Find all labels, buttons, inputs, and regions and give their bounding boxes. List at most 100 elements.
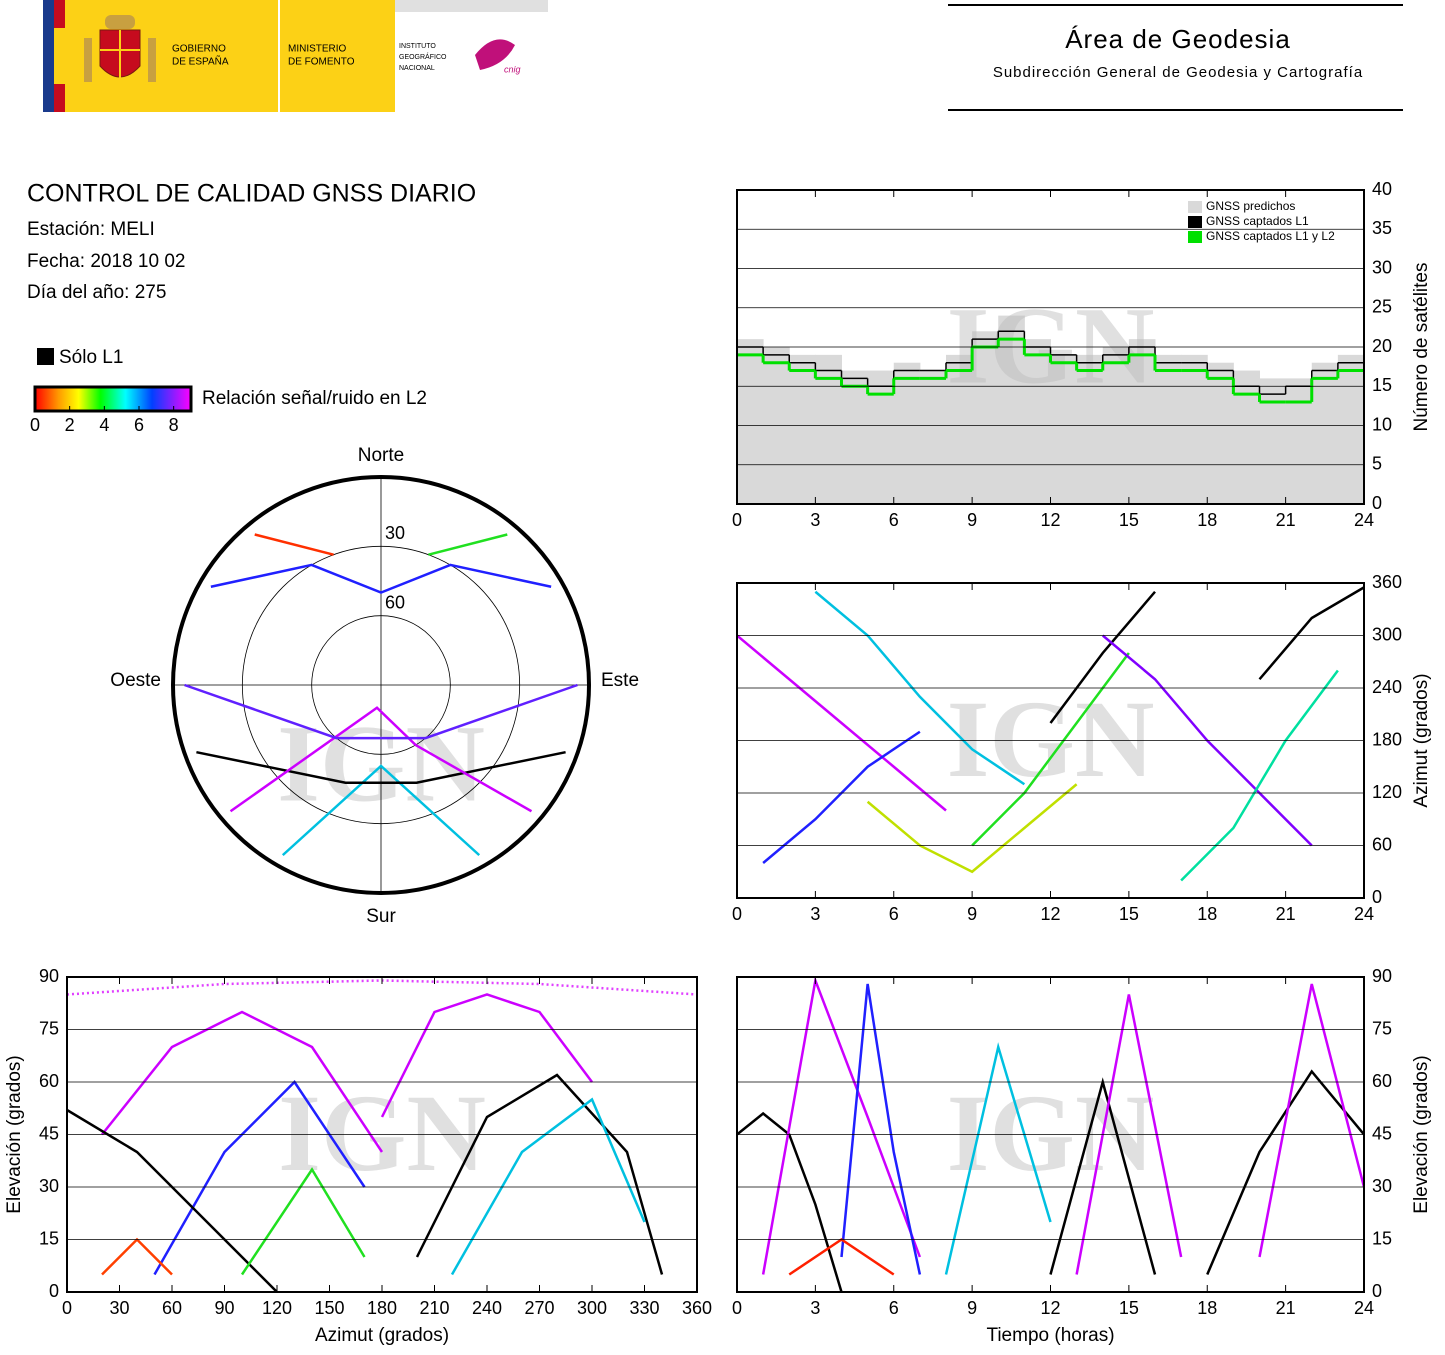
- date: Fecha: 2018 10 02: [27, 251, 185, 272]
- x-tick-label: 24: [1354, 904, 1374, 924]
- x-axis-label: Azimut (grados): [315, 1325, 449, 1346]
- x-tick-label: 120: [262, 1298, 292, 1318]
- satellite-track: [1049, 590, 1156, 724]
- direction-label: Sur: [366, 906, 396, 927]
- y-tick-label: 75: [39, 1018, 59, 1038]
- ring-label: 60: [385, 592, 405, 612]
- satellite-track: [415, 1073, 664, 1275]
- chart: IGN 0 15 30 45 60 75 90 0 3 6 9 12 15 18 21 24 Elevación …: [732, 966, 1432, 1346]
- watermark: IGN: [947, 1072, 1155, 1194]
- plot-frame: [736, 189, 1365, 505]
- satellite-track: [737, 1111, 843, 1292]
- y-tick-label: 90: [1372, 966, 1392, 986]
- predicted-bar: [867, 370, 895, 504]
- satellite-track: [737, 634, 947, 812]
- y-tick-label: 35: [1372, 218, 1392, 238]
- plot-frame: [736, 582, 1365, 899]
- y-tick-label: 120: [1372, 782, 1402, 802]
- x-tick-label: 180: [367, 1298, 397, 1318]
- colorbar-tick-label: 0: [30, 415, 40, 435]
- satellite-track: [1075, 994, 1183, 1275]
- predicted-bar: [919, 370, 947, 504]
- predicted-bar: [1259, 378, 1287, 504]
- y-axis-label: Elevación (grados): [1411, 1055, 1432, 1213]
- predicted-bar: [1285, 378, 1313, 504]
- x-tick-label: 9: [967, 904, 977, 924]
- horizon: [171, 475, 591, 895]
- x-tick-label: 270: [524, 1298, 554, 1318]
- satellite-track: [1258, 983, 1364, 1258]
- watermark: IGN: [947, 678, 1155, 800]
- y-tick-label: 20: [1372, 336, 1392, 356]
- x-tick-label: 330: [629, 1298, 659, 1318]
- x-tick-label: 12: [1040, 510, 1060, 530]
- satellite-track: [944, 1042, 1052, 1275]
- satellite-track: [450, 1097, 646, 1276]
- predicted-bar: [841, 370, 869, 504]
- predicted-bar: [737, 339, 764, 504]
- x-tick-label: 9: [967, 510, 977, 530]
- colorbar: [33, 385, 193, 413]
- y-tick-label: 25: [1372, 297, 1392, 317]
- institute-name: NACIONAL: [399, 65, 435, 72]
- sky-track: [281, 764, 481, 857]
- x-axis-label: Tiempo (horas): [986, 1325, 1114, 1346]
- satellite-track: [840, 983, 922, 1275]
- satellite-track: [814, 590, 1026, 786]
- sky-track: [229, 706, 533, 813]
- gov-name: GOBIERNO: [172, 44, 226, 55]
- direction-label: Este: [601, 670, 639, 691]
- y-tick-label: 45: [39, 1123, 59, 1143]
- satellite-track: [762, 730, 921, 864]
- sky-track: [428, 533, 508, 556]
- x-tick-label: 12: [1040, 904, 1060, 924]
- predicted-bar: [1050, 354, 1078, 504]
- y-tick-label: 0: [1372, 887, 1382, 907]
- plot-frame: [736, 976, 1365, 1293]
- gov-name: DE ESPAÑA: [172, 55, 229, 68]
- x-tick-label: 15: [1119, 1298, 1139, 1318]
- x-tick-label: 0: [62, 1298, 72, 1318]
- watermark: IGN: [947, 284, 1155, 406]
- y-tick-label: 60: [1372, 1071, 1392, 1091]
- l1-only-swatch: [37, 348, 54, 365]
- predicted-bar: [1181, 354, 1208, 504]
- satellite-track: [1180, 669, 1339, 882]
- x-tick-label: 6: [889, 510, 899, 530]
- plot-area: IGN: [737, 977, 1364, 1292]
- predicted-bar: [789, 354, 816, 504]
- y-tick-label: 180: [1372, 729, 1402, 749]
- logo-stars: [43, 0, 54, 112]
- predicted-bar: [893, 362, 921, 504]
- sky-track: [196, 750, 566, 784]
- y-tick-label: 45: [1372, 1123, 1392, 1143]
- x-tick-label: 15: [1119, 904, 1139, 924]
- satellite-track: [1258, 586, 1364, 681]
- x-tick-label: 21: [1276, 510, 1296, 530]
- legend-swatch: [1188, 231, 1202, 243]
- brand: cnig: [504, 64, 521, 74]
- y-tick-label: 15: [1372, 375, 1392, 395]
- chart: IGN 0 60 120 180 240 300 360 0 3 6 9 12 15 18 21 24 Azimu…: [732, 572, 1432, 924]
- x-tick-label: 240: [472, 1298, 502, 1318]
- watermark: IGN: [278, 1072, 486, 1194]
- y-tick-label: 240: [1372, 677, 1402, 697]
- legend-label: GNSS predichos: [1206, 199, 1295, 213]
- station: Estación: MELI: [27, 219, 155, 240]
- predicted-bar: [1233, 370, 1260, 504]
- x-tick-label: 0: [732, 904, 742, 924]
- sky-track: [210, 563, 552, 594]
- ministry-name: DE FOMENTO: [288, 57, 355, 68]
- y-tick-label: 60: [39, 1071, 59, 1091]
- y-tick-label: 15: [1372, 1228, 1392, 1248]
- x-tick-label: 60: [162, 1298, 182, 1318]
- legend-label: GNSS captados L1 y L2: [1206, 229, 1335, 243]
- x-tick-label: 0: [732, 1298, 742, 1318]
- predicted-bar: [1337, 354, 1364, 504]
- chart: IGN 0 15 30 45 60 75 90 0 30 60 90 120 150 180 210 240 27…: [4, 966, 712, 1346]
- y-tick-label: 75: [1372, 1018, 1392, 1038]
- x-tick-label: 360: [682, 1298, 712, 1318]
- y-tick-label: 30: [1372, 1176, 1392, 1196]
- x-tick-label: 6: [889, 1298, 899, 1318]
